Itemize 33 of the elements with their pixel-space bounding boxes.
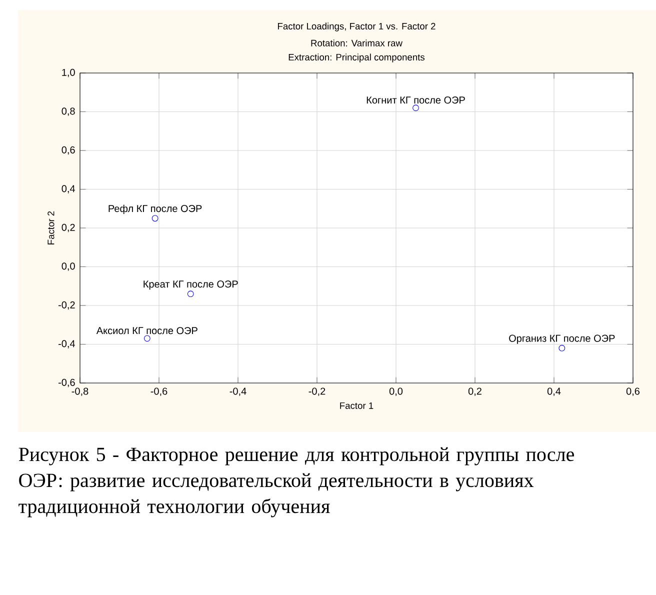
y-tick-label: 0,0 bbox=[62, 262, 75, 271]
annotation: Аксиол КГ после ОЭР bbox=[96, 327, 198, 334]
chart-title: Factor Loadings, Factor 1 vs. Factor 2 bbox=[278, 22, 436, 32]
annotation: Организ КГ после ОЭР bbox=[509, 334, 615, 344]
y-tick-label: 0,4 bbox=[62, 185, 76, 194]
annotation: Когнит КГ после ОЭР bbox=[366, 96, 465, 104]
point bbox=[558, 344, 566, 352]
point bbox=[144, 335, 150, 342]
y-tick-label: 0,6 bbox=[62, 146, 75, 155]
x-tick-label: -0,2 bbox=[308, 388, 326, 396]
y-tick-label: 0,2 bbox=[62, 224, 75, 232]
x-tick-label: 0,6 bbox=[626, 388, 640, 396]
text: Extraction: Principal components bbox=[288, 54, 425, 62]
y-axis-title: Factor 2 bbox=[48, 211, 54, 244]
point bbox=[152, 215, 158, 222]
y-tick-label: -0,6 bbox=[58, 378, 75, 388]
x-tick-label: -0,6 bbox=[150, 388, 168, 396]
chart-subtitle: Rotation: Varimax raw bbox=[311, 40, 402, 46]
y-tick-label: -0,4 bbox=[58, 340, 76, 348]
y-tick-label: 1,0 bbox=[62, 68, 75, 78]
point bbox=[412, 104, 419, 112]
point bbox=[187, 290, 194, 298]
y-tick-label: -0,2 bbox=[58, 301, 75, 310]
x-tick-label: -0,4 bbox=[230, 388, 246, 396]
x-tick-label: 0,0 bbox=[389, 388, 403, 396]
x-tick-label: -0,8 bbox=[72, 388, 88, 396]
x-tick-label: 0,4 bbox=[547, 388, 561, 396]
text: Рисунок 5 - Факторное решение для контрольной группы после ОЭР: развитие исследовательской деятельности в условиях традиционной технологии обучения bbox=[18, 447, 574, 518]
annotation: Креат КГ после ОЭР bbox=[144, 280, 238, 290]
y-tick-label: 0,8 bbox=[62, 108, 75, 116]
x-axis-title: Factor 1 bbox=[340, 402, 374, 409]
annotation: Рефл КГ после ОЭР bbox=[108, 204, 202, 214]
x-tick-label: 0,2 bbox=[468, 388, 482, 396]
